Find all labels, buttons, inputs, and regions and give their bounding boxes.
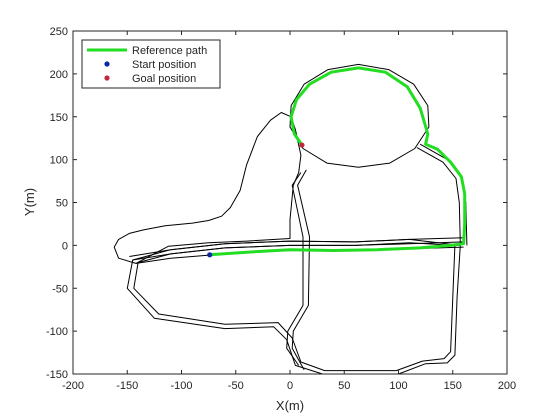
goal-position-marker [299,142,305,148]
road-north-west-area [113,112,302,264]
x-axis-ticks: -200 -150 -100 -50 0 50 100 150 200 [62,31,516,392]
x-tick-label: 50 [338,380,350,392]
legend: Reference path Start position Goal posit… [81,39,221,89]
y-tick-label: 50 [56,198,68,210]
y-tick-label: 100 [50,155,68,167]
road-south-loop-outer [126,238,461,375]
x-tick-label: 200 [498,380,516,392]
x-tick-label: -150 [116,380,138,392]
legend-reference-label: Reference path [132,45,207,57]
y-axis-label: Y(m) [22,188,37,216]
legend-goal-swatch [104,75,110,81]
y-axis-ticks: -150 -100 -50 0 50 100 150 200 250 [46,26,507,381]
road-loop-circle [289,63,430,168]
start-position-marker [207,252,213,258]
x-tick-label: 100 [389,380,407,392]
road-connector-right [291,169,310,370]
y-tick-label: 250 [50,26,68,38]
y-tick-label: -100 [46,326,68,338]
x-tick-label: 150 [444,380,462,392]
y-tick-label: 150 [50,112,68,124]
y-tick-label: -50 [52,283,68,295]
y-tick-label: 200 [50,69,68,81]
x-axis-label: X(m) [276,398,304,413]
x-tick-label: -200 [62,380,84,392]
legend-start-label: Start position [132,59,196,71]
legend-goal-label: Goal position [132,73,196,85]
y-tick-label: 0 [62,240,68,252]
reference-path-line [208,66,467,257]
road-east-link-inner [416,147,461,244]
road-south-loop-inner [133,242,456,372]
legend-start-swatch [104,61,110,67]
x-tick-label: -50 [228,380,244,392]
x-tick-label: -100 [170,380,192,392]
y-tick-label: -150 [46,369,68,381]
road-connector-left [286,172,304,366]
x-tick-label: 0 [287,380,293,392]
